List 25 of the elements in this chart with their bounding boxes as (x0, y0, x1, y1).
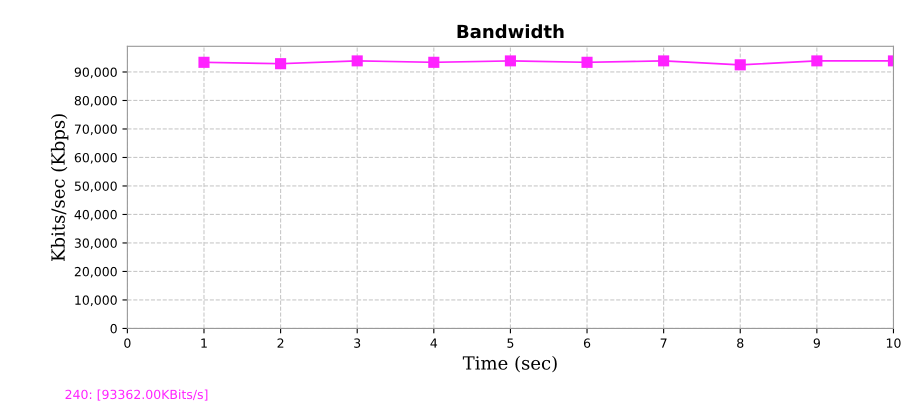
y-tick-label: 40,000 (74, 210, 117, 221)
x-tick-label: 2 (278, 338, 284, 348)
y-tick-label: 70,000 (74, 124, 117, 136)
y-tick-label: 30,000 (74, 238, 117, 250)
y-tick-label: 0 (110, 324, 117, 334)
y-tick-label: 50,000 (74, 181, 117, 192)
text: 240: [93362.00KBits/s] (66, 389, 208, 401)
x-tick-label: 8 (737, 338, 744, 348)
x-tick-label: 5 (507, 338, 514, 348)
chart-title: Bandwidth (458, 24, 564, 38)
y-tick-label: 60,000 (74, 152, 117, 164)
x-tick-label: 0 (124, 338, 131, 348)
x-tick-label: 9 (814, 338, 820, 348)
y-axis-title: Kbits/sec (Kbps) (50, 114, 68, 261)
x-tick-label: 10 (886, 338, 901, 348)
x-tick-label: 6 (584, 338, 590, 348)
y-tick-label: 90,000 (74, 67, 117, 78)
x-tick-label: 1 (201, 338, 207, 348)
y-tick-label: 10,000 (75, 295, 117, 306)
x-tick-label: 3 (354, 338, 360, 348)
y-tick-label: 20,000 (74, 266, 117, 278)
x-tick-label: 7 (660, 338, 667, 348)
x-tick-label: 4 (430, 338, 438, 348)
y-tick-label: 80,000 (74, 96, 117, 107)
x-axis-title: Time (sec) (462, 356, 557, 372)
